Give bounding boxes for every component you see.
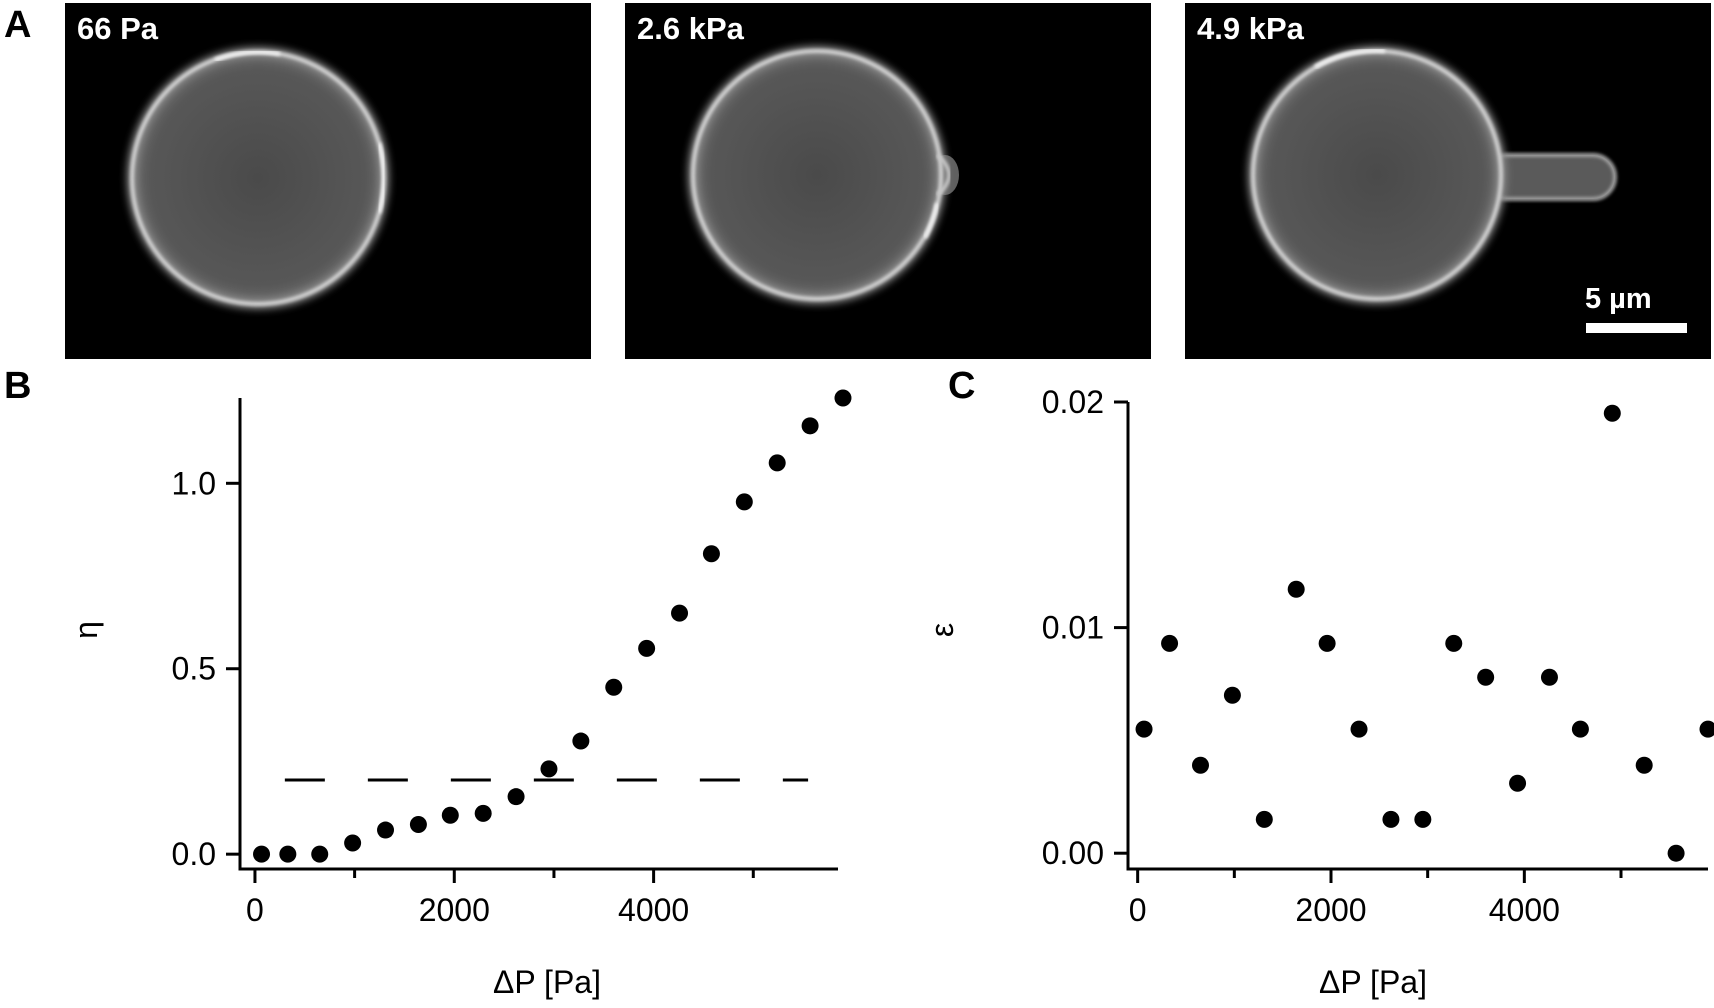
- pressure-label: 2.6 kPa: [637, 11, 744, 46]
- data-point: [474, 804, 492, 822]
- data-point: [279, 845, 297, 863]
- data-point: [735, 493, 753, 511]
- data-point: [311, 845, 329, 863]
- data-point: [1445, 634, 1463, 652]
- scale-bar: [1586, 323, 1687, 333]
- data-point: [1255, 810, 1273, 828]
- y-tick-label: 0.00: [1042, 835, 1104, 871]
- chart-c: ε ΔP [Pa] 0 2000 4000 0.00 0.01 0.02: [924, 384, 1714, 1000]
- y-tick-label: 0.0: [172, 836, 216, 872]
- data-point: [1223, 686, 1241, 704]
- data-point: [540, 760, 558, 778]
- data-point: [605, 678, 623, 696]
- x-axis-label: ΔP [Pa]: [493, 964, 601, 1000]
- vesicle-image: [688, 46, 959, 304]
- micrograph-66pa: 66 Pa: [65, 3, 591, 359]
- y-tick-label: 0.5: [172, 651, 216, 687]
- data-point: [1350, 720, 1368, 738]
- panel-letter-a: A: [4, 4, 32, 46]
- data-point: [1161, 634, 1179, 652]
- data-point: [768, 454, 786, 472]
- x-axis-label: ΔP [Pa]: [1319, 964, 1427, 1000]
- pressure-label: 66 Pa: [77, 11, 159, 46]
- micrograph-2-6kpa: 2.6 kPa: [625, 3, 1151, 359]
- data-point: [1287, 580, 1305, 598]
- x-tick-label: 0: [1129, 892, 1147, 928]
- data-point: [1699, 720, 1714, 738]
- data-point: [344, 834, 362, 852]
- y-tick-label: 0.01: [1042, 610, 1104, 646]
- x-tick-label: 4000: [1489, 892, 1560, 928]
- data-point: [1509, 774, 1527, 792]
- data-point: [1382, 810, 1400, 828]
- y-axis-label: ε: [924, 623, 960, 637]
- data-point: [409, 815, 427, 833]
- panel-letter-b: B: [4, 365, 32, 407]
- data-point: [441, 806, 459, 824]
- data-point: [834, 389, 852, 407]
- data-point: [1603, 404, 1621, 422]
- y-axis-label: η: [68, 621, 104, 639]
- data-point: [1571, 720, 1589, 738]
- data-point: [801, 417, 819, 435]
- data-point: [1414, 810, 1432, 828]
- data-point: [671, 604, 689, 622]
- y-tick-label: 1.0: [172, 465, 216, 501]
- data-point: [1540, 668, 1558, 686]
- micrograph-4-9kpa: 4.9 kPa 5 µm: [1185, 3, 1711, 359]
- y-tick-label: 0.02: [1042, 384, 1104, 420]
- data-point: [1667, 844, 1685, 862]
- data-point: [1192, 756, 1209, 774]
- scale-bar-label: 5 µm: [1585, 283, 1652, 315]
- data-point: [638, 639, 656, 657]
- vesicle-image: [1248, 46, 1617, 304]
- data-point: [1318, 634, 1336, 652]
- data-point: [1135, 720, 1153, 738]
- chart-b: η ΔP [Pa] 0 2000 4000 0.0 0.5 1.0: [68, 389, 852, 1000]
- pressure-label: 4.9 kPa: [1197, 11, 1304, 46]
- data-point: [253, 845, 271, 863]
- panel-letter-c: C: [948, 365, 976, 407]
- data-point: [507, 788, 525, 806]
- data-point: [377, 821, 395, 839]
- data-point: [572, 732, 590, 750]
- data-point: [1477, 668, 1495, 686]
- data-point: [702, 545, 720, 563]
- x-tick-label: 0: [246, 892, 264, 928]
- vesicle-image: [127, 47, 389, 309]
- data-point: [1635, 756, 1653, 774]
- x-tick-label: 4000: [618, 892, 689, 928]
- x-tick-label: 2000: [1295, 892, 1366, 928]
- x-tick-label: 2000: [419, 892, 490, 928]
